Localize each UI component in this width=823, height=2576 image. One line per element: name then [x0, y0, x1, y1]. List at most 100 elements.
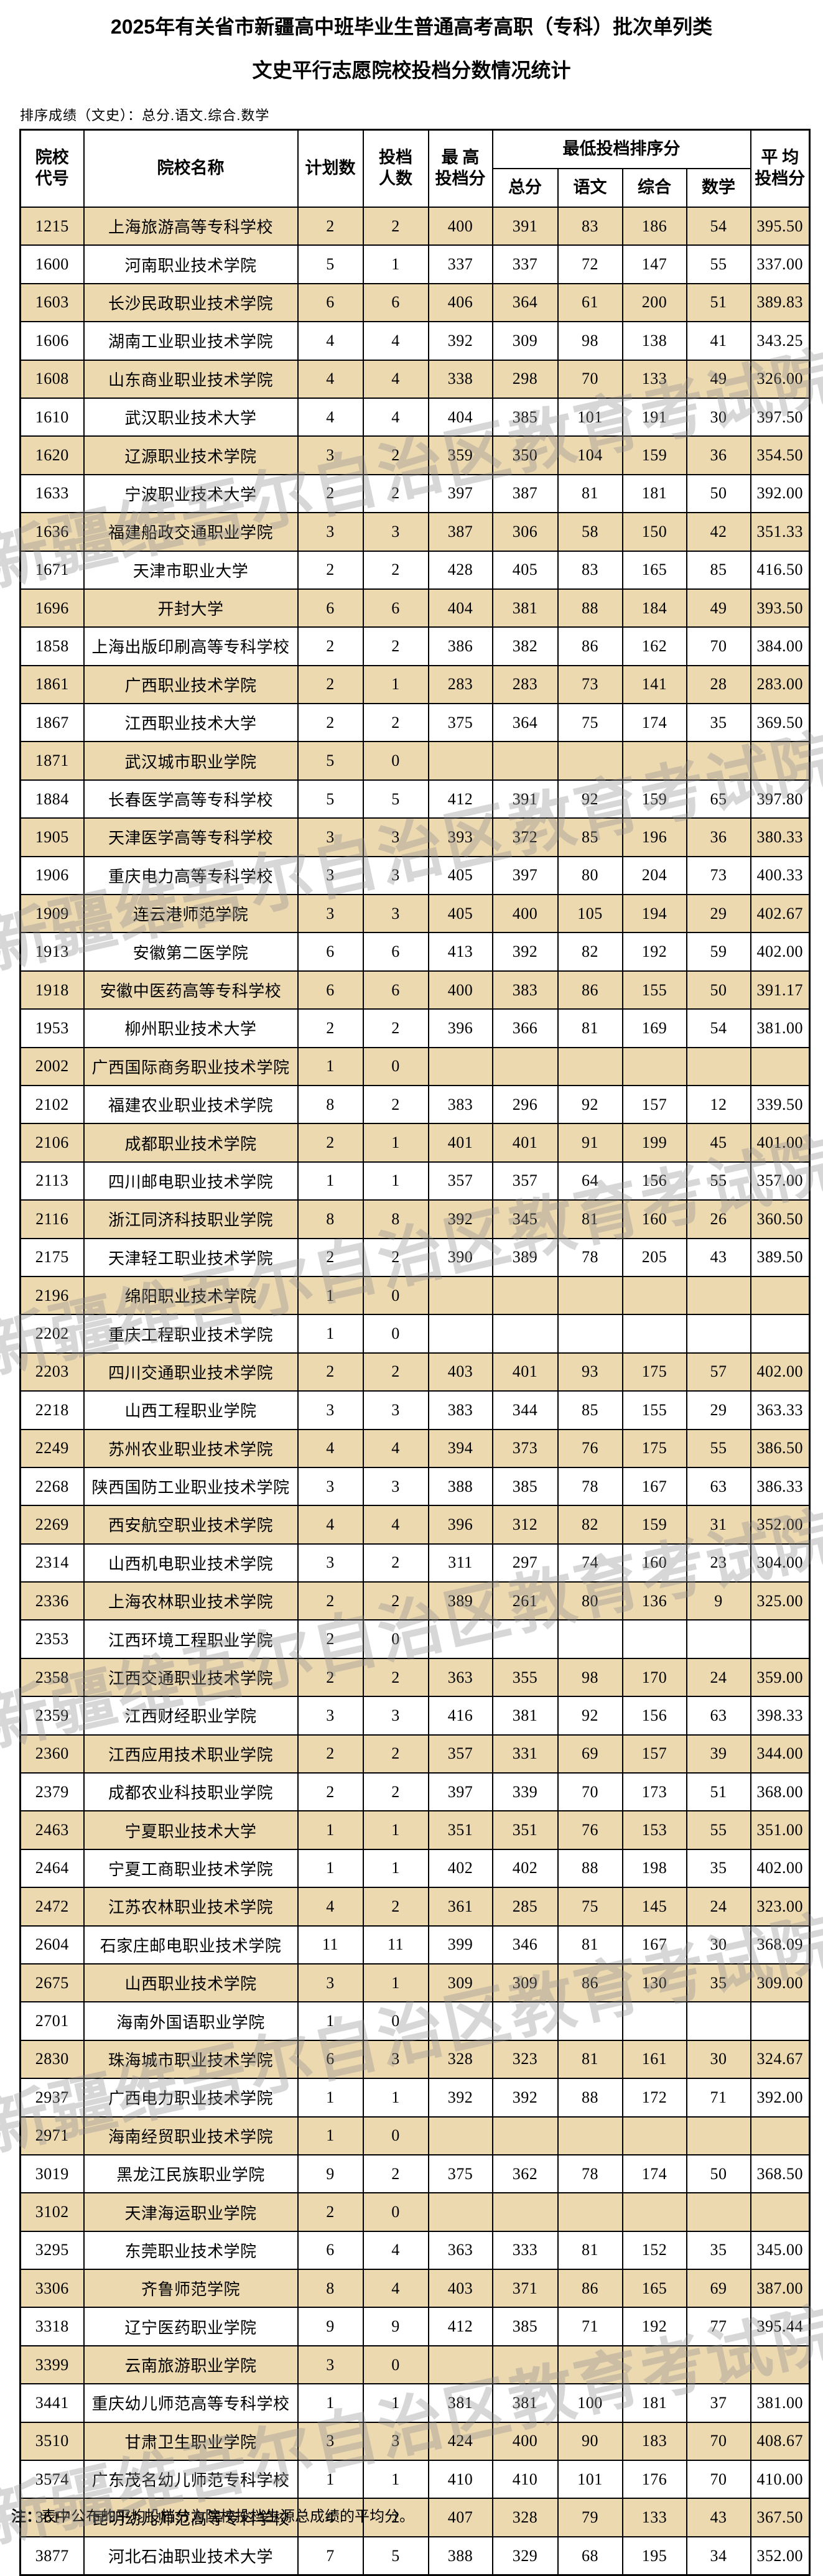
cell-total: 344: [491, 1390, 559, 1430]
cell-math: 28: [686, 664, 751, 705]
cell-math: 54: [686, 1008, 751, 1048]
cell-comprehensive: 174: [621, 703, 687, 743]
cell-math: 65: [686, 779, 751, 819]
cell-code: 2106: [19, 1123, 85, 1163]
cell-plan: 3: [297, 1466, 364, 1507]
cell-total: 364: [491, 703, 559, 743]
cell-name: 成都农业科技职业学院: [83, 1772, 299, 1812]
cell-comprehensive: 155: [621, 1390, 687, 1430]
cell-avg: 397.80: [750, 779, 811, 819]
cell-comprehensive: 170: [621, 1657, 687, 1698]
col-header-comprehensive: 综合: [621, 168, 687, 208]
cell-total: 297: [491, 1543, 559, 1583]
table-row: 2360 江西应用技术职业学院 2 2 357 331 69 157 39 344.00: [19, 1734, 811, 1774]
cell-plan: 8: [297, 1084, 364, 1125]
table-row: 3019 黑龙江民族职业学院 9 2 375 362 78 174 50 368.50: [19, 2154, 811, 2194]
cell-name: 山东商业职业技术学院: [83, 359, 299, 399]
cell-comprehensive: [621, 741, 687, 781]
cell-max: [427, 1314, 493, 1354]
cell-math: 24: [686, 1887, 751, 1927]
table-row: 1696 开封大学 6 6 404 381 88 184 49 393.50: [19, 588, 811, 628]
cell-plan: 6: [297, 282, 364, 323]
cell-code: 1884: [19, 779, 85, 819]
cell-filed: 4: [362, 2269, 429, 2309]
cell-max: 375: [427, 703, 493, 743]
cell-comprehensive: 175: [621, 1428, 687, 1468]
cell-name: 重庆幼儿师范高等专科学校: [83, 2383, 299, 2423]
table-row: 2937 广西电力职业技术学院 1 1 392 392 88 172 71 392.00: [19, 2078, 811, 2118]
cell-math: 42: [686, 512, 751, 552]
col-header-avg: 平 均 投档分: [750, 129, 811, 208]
cell-total: [491, 1619, 559, 1659]
cell-comprehensive: [621, 2345, 687, 2385]
cell-math: 49: [686, 588, 751, 628]
cell-name: 安徽中医药高等专科学校: [83, 970, 299, 1010]
table-row: 1633 宁波职业技术大学 2 2 397 387 81 181 50 392.00: [19, 473, 811, 514]
cell-avg: 352.00: [750, 1505, 811, 1545]
cell-comprehensive: 169: [621, 1008, 687, 1048]
cell-filed: 2: [362, 550, 429, 590]
cell-filed: 3: [362, 1390, 429, 1430]
cell-chinese: 81: [557, 473, 623, 514]
cell-math: 71: [686, 2078, 751, 2118]
table-row: 1858 上海出版印刷高等专科学校 2 2 386 382 86 162 70 384.00: [19, 626, 811, 666]
cell-max: 309: [427, 1963, 493, 2003]
page-title-line1: 2025年有关省市新疆高中班毕业生普通高考高职（专科）批次单列类: [110, 16, 713, 38]
cell-filed: 0: [362, 2001, 429, 2041]
cell-code: 2218: [19, 1390, 85, 1430]
cell-chinese: 81: [557, 2039, 623, 2080]
table-row: 3574 广东茂名幼儿师范专科学校 1 1 410 410 101 176 70 410.00: [19, 2460, 811, 2499]
cell-chinese: 100: [557, 2383, 623, 2423]
table-row: 3617 昆明幼儿师范高等专科学校 4 2 407 328 79 133 43 367.50: [19, 2498, 811, 2537]
table-row: 2358 江西交通职业技术学院 2 2 363 355 98 170 24 359.00: [19, 1657, 811, 1698]
cell-code: 2379: [19, 1772, 85, 1812]
cell-chinese: 75: [557, 1887, 623, 1927]
cell-total: 381: [491, 2383, 559, 2423]
cell-filed: 2: [362, 435, 429, 475]
cell-total: [491, 2345, 559, 2385]
cell-math: 35: [686, 703, 751, 743]
cell-chinese: 74: [557, 1543, 623, 1583]
cell-filed: 4: [362, 397, 429, 437]
cell-max: 396: [427, 1008, 493, 1048]
cell-filed: 1: [362, 1161, 429, 1201]
cell-chinese: 61: [557, 282, 623, 323]
table-row: 2971 海南经贸职业技术学院 1 0: [19, 2116, 811, 2155]
cell-math: 45: [686, 1123, 751, 1163]
cell-math: 70: [686, 626, 751, 666]
table-row: 2202 重庆工程职业技术学院 1 0: [19, 1314, 811, 1354]
cell-avg: [750, 2001, 811, 2041]
table-row: 2701 海南外国语职业学院 1 0: [19, 2001, 811, 2041]
cell-name: 广西电力职业技术学院: [83, 2078, 299, 2118]
table-row: 3399 云南旅游职业学院 3 0: [19, 2345, 811, 2385]
table-row: 2472 江苏农林职业技术学院 4 2 361 285 75 145 24 323.00: [19, 1887, 811, 1927]
cell-filed: 1: [362, 2460, 429, 2499]
cell-code: 1906: [19, 855, 85, 896]
cell-name: 浙江同济科技职业学院: [83, 1199, 299, 1239]
cell-max: 405: [427, 855, 493, 896]
cell-plan: 6: [297, 970, 364, 1010]
cell-max: 400: [427, 970, 493, 1010]
cell-avg: 380.33: [750, 817, 811, 857]
cell-total: 309: [491, 321, 559, 361]
cell-comprehensive: 176: [621, 2460, 687, 2499]
cell-filed: 5: [362, 2536, 429, 2576]
cell-max: 338: [427, 359, 493, 399]
cell-avg: 345.00: [750, 2230, 811, 2271]
cell-max: 388: [427, 2536, 493, 2576]
cell-plan: 2: [297, 1237, 364, 1277]
cell-name: 石家庄邮电职业技术学院: [83, 1925, 299, 1965]
cell-max: 394: [427, 1428, 493, 1468]
cell-code: 1953: [19, 1008, 85, 1048]
cell-comprehensive: 136: [621, 1581, 687, 1621]
col-header-min-group: 最低投档排序分: [491, 129, 751, 169]
col-header-max: 最 高 投档分: [427, 129, 493, 208]
cell-comprehensive: 156: [621, 1696, 687, 1736]
cell-avg: 408.67: [750, 2421, 811, 2462]
cell-avg: 392.00: [750, 473, 811, 514]
cell-filed: 3: [362, 2039, 429, 2080]
cell-chinese: 75: [557, 703, 623, 743]
cell-comprehensive: 155: [621, 970, 687, 1010]
cell-comprehensive: 160: [621, 1199, 687, 1239]
cell-name: 山西职业技术学院: [83, 1963, 299, 2003]
